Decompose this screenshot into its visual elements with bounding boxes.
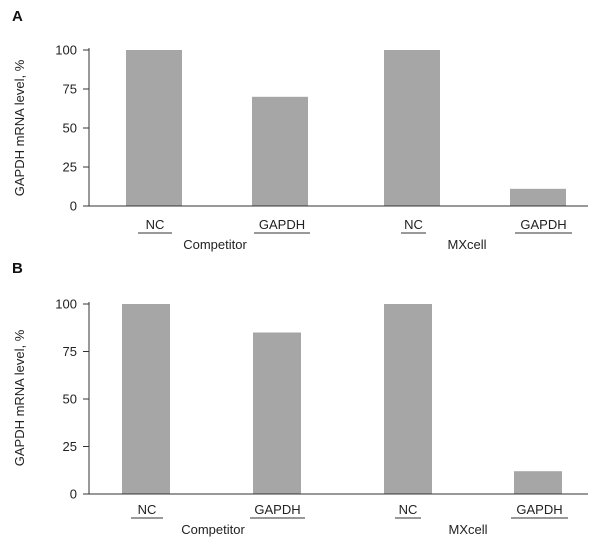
y-tick-label: 50 xyxy=(63,121,77,136)
group-label-mxcell: MXcell xyxy=(447,237,486,252)
group-label-mxcell: MXcell xyxy=(448,522,487,537)
y-tick-label: 100 xyxy=(55,43,77,58)
y-tick-label: 0 xyxy=(70,199,77,214)
y-tick-label: 0 xyxy=(70,487,77,502)
bar-gapdh-competitor xyxy=(253,332,301,494)
bar-nc-competitor xyxy=(122,304,170,494)
category-label: NC xyxy=(399,502,418,517)
bar-gapdh-mxcell xyxy=(510,188,566,206)
category-label: GAPDH xyxy=(259,217,305,232)
panel-b: B GAPDH mRNA level, % 0 25 50 75 100 NC GAPDH NC G… xyxy=(12,260,588,537)
bar-nc-competitor xyxy=(126,50,182,206)
category-label: NC xyxy=(404,217,423,232)
y-tick-label: 100 xyxy=(55,297,77,312)
y-tick-label: 25 xyxy=(63,439,77,454)
y-tick-label: 50 xyxy=(63,392,77,407)
y-tick-label: 75 xyxy=(63,344,77,359)
group-label-competitor: Competitor xyxy=(181,522,245,537)
y-tick-label: 75 xyxy=(63,82,77,97)
bar-gapdh-mxcell xyxy=(514,471,562,494)
y-axis-label: GAPDH mRNA level, % xyxy=(12,329,27,466)
y-tick-label: 25 xyxy=(63,160,77,175)
bar-nc-mxcell xyxy=(384,304,432,494)
category-label: GAPDH xyxy=(520,217,566,232)
category-label: GAPDH xyxy=(516,502,562,517)
category-label: GAPDH xyxy=(254,502,300,517)
panel-letter: A xyxy=(12,8,23,25)
bar-gapdh-competitor xyxy=(252,96,308,206)
panel-letter: B xyxy=(12,260,23,277)
panel-a: A GAPDH mRNA level, % 0 25 50 75 100 NC GAPDH NC G… xyxy=(12,8,588,252)
bar-nc-mxcell xyxy=(384,50,440,206)
y-axis-label: GAPDH mRNA level, % xyxy=(12,59,27,196)
category-label: NC xyxy=(138,502,157,517)
group-label-competitor: Competitor xyxy=(183,237,247,252)
category-label: NC xyxy=(146,217,165,232)
